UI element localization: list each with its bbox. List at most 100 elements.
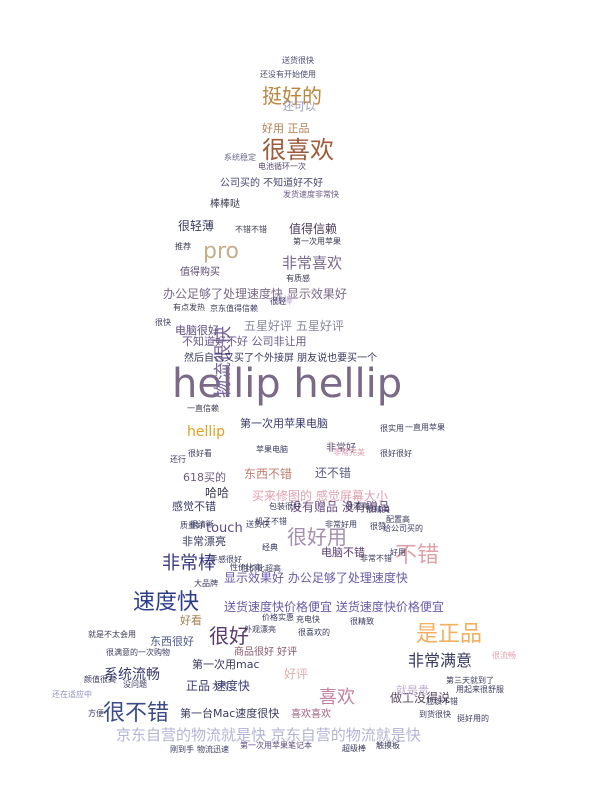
cloud-word: 很喜欢的 (298, 627, 330, 637)
cloud-word: 非常满意 (408, 651, 472, 670)
cloud-word: 非常好用 (325, 519, 357, 529)
cloud-word: 物流很快 (213, 326, 234, 398)
cloud-word: 哈哈 (205, 486, 229, 500)
cloud-word: 好评 (284, 667, 308, 681)
cloud-word: 机子不错 (255, 516, 287, 526)
cloud-word: 有点发热 (173, 302, 205, 312)
cloud-word: 价格实惠 (262, 612, 294, 622)
cloud-word: 性价比高 (230, 562, 262, 572)
cloud-word: 送货速度快价格便宜 送货速度快价格便宜 (224, 599, 444, 614)
cloud-word: 用起来很舒服 (456, 684, 504, 694)
cloud-word: 好用 正品 (262, 121, 310, 135)
cloud-word: 送货很快 (282, 55, 314, 65)
cloud-word: 很漂亮 (345, 501, 369, 511)
cloud-word: 非常棒 (162, 553, 216, 574)
cloud-word: 值得信赖 (289, 221, 337, 236)
cloud-word: 给公司买的 (383, 523, 423, 533)
cloud-word: touch (206, 521, 243, 536)
cloud-word: 很轻薄 (178, 218, 214, 233)
cloud-word: 挺好用的 (457, 713, 489, 723)
cloud-word: 喜欢喜欢 (291, 707, 331, 720)
cloud-word: 方便 (88, 708, 104, 718)
cloud-word: 不知道好不好 公司非让用 (182, 334, 307, 348)
cloud-word: 好用 (390, 547, 406, 557)
cloud-word: 显示效果好 办公足够了处理速度快 (224, 570, 408, 585)
cloud-word: 不错不错 (235, 224, 267, 234)
cloud-word: 然后自己又买了个外接屏 朋友说也要买一个 (184, 351, 377, 364)
cloud-word: 颜值很高 (84, 674, 116, 684)
cloud-word: 非常喜欢 (282, 254, 342, 272)
cloud-word: 京东自营的物流就是快 京东自营的物流就是快 (116, 726, 421, 744)
cloud-word: 很喜欢 (262, 136, 334, 164)
cloud-word: 就是贵 (396, 683, 429, 697)
cloud-word: 挺好的 (262, 84, 322, 108)
cloud-word: 包装很好 (269, 501, 301, 511)
cloud-word: 很流畅 (492, 650, 516, 660)
cloud-word: 还不错 (315, 466, 351, 480)
cloud-word: 喜欢 (319, 687, 355, 708)
cloud-word: 送货快 (246, 519, 270, 529)
cloud-word: 配置高 (386, 514, 410, 524)
cloud-word: 系统流畅 (104, 667, 160, 683)
cloud-word: 刚到手 (170, 744, 194, 754)
cloud-word: hellip (187, 424, 225, 440)
cloud-word: 第一次用苹果笔记本 (240, 740, 312, 750)
cloud-word: 非常好 (326, 441, 356, 454)
cloud-word: 买来修图的 感觉屏幕大小 (252, 488, 388, 503)
cloud-word: 就是不太会用 (88, 629, 136, 639)
cloud-word: 第一次用mac (192, 657, 260, 671)
cloud-word: 一直信赖 (187, 403, 219, 413)
cloud-word: 没问题 (123, 679, 147, 689)
cloud-word: 大品牌 (194, 578, 218, 588)
cloud-word: 做工没得说 (390, 690, 450, 705)
cloud-word: 一直用苹果 (405, 422, 445, 432)
cloud-word: 很好 (209, 624, 249, 648)
cloud-word: 很快 (155, 317, 171, 327)
cloud-word: 速度快 (133, 590, 199, 615)
cloud-word: 性价比超高 (241, 563, 281, 573)
cloud-word: 非常完美 (333, 447, 365, 457)
cloud-word: 第三天就到了 (446, 675, 494, 685)
cloud-word: pro (203, 239, 239, 264)
cloud-word: 好看 (180, 613, 202, 627)
cloud-word: 东西不错 (244, 467, 292, 481)
cloud-word: 还可以 (283, 100, 316, 113)
cloud-word: 经典 (262, 542, 278, 552)
cloud-word: 棒棒哒 (210, 197, 240, 210)
cloud-word: 到货很快 (419, 709, 451, 719)
cloud-word: 很满意的一次购物 (106, 647, 170, 657)
cloud-word: 电脑不错 (321, 545, 365, 559)
cloud-word: 触摸板 (376, 740, 400, 750)
cloud-word: 电脑很好 (175, 323, 219, 337)
cloud-word: 很精致 (350, 616, 374, 626)
cloud-word: 是正品 (416, 622, 482, 647)
cloud-word: 还没有开始使用 (260, 69, 316, 79)
cloud-word: 非常漂亮 (182, 534, 226, 548)
cloud-word: 不错 (395, 543, 439, 568)
cloud-word: 很精美 (366, 504, 390, 514)
cloud-word: 推荐 (175, 241, 191, 251)
cloud-word: 很好看 (188, 448, 212, 458)
cloud-word: 公司买的 不知道好不好 (220, 176, 323, 189)
cloud-word: 很清晰 (190, 519, 214, 529)
cloud-word: 质量好 (180, 520, 204, 530)
cloud-word: 办公足够了处理速度快 显示效果好 (163, 286, 347, 301)
cloud-word: 非常不错 (360, 553, 392, 563)
cloud-word: 京东值得信赖 (210, 303, 258, 313)
cloud-word: 手感很好 (210, 554, 242, 564)
cloud-word: 充电快 (296, 614, 320, 624)
cloud-word: 感觉不错 (172, 499, 216, 513)
cloud-word: 很棒 (273, 294, 293, 307)
cloud-word: 还行 (170, 454, 186, 464)
cloud-word: 很好很好 (380, 448, 412, 458)
cloud-word: hellip hellip (172, 361, 402, 407)
cloud-word: 物流迅速 (197, 744, 229, 754)
cloud-word: 超级棒 (342, 743, 366, 753)
cloud-word: 正品 速度快 (186, 678, 250, 693)
cloud-word: 很不错 (103, 701, 169, 726)
cloud-word: 东西很好 (150, 634, 194, 648)
cloud-word: 很赞 (370, 521, 386, 531)
cloud-word: 应该不错 (426, 696, 458, 706)
cloud-word: 值得购买 (180, 265, 220, 278)
